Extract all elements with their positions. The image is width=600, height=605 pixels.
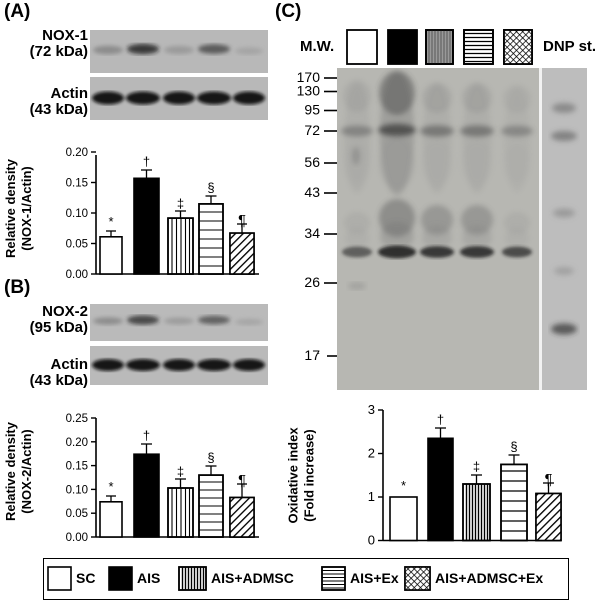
- svg-text:26: 26: [304, 274, 320, 290]
- svg-text:56: 56: [304, 154, 320, 170]
- svg-text:0.10: 0.10: [66, 208, 88, 220]
- svg-text:.: .: [317, 346, 320, 356]
- svg-text:34: 34: [304, 225, 320, 241]
- svg-text:0.15: 0.15: [66, 178, 88, 190]
- svg-text:*: *: [108, 479, 113, 494]
- svg-text:130: 130: [297, 83, 321, 99]
- svg-text:2: 2: [368, 446, 375, 461]
- svg-text:¶: ¶: [238, 473, 246, 489]
- svg-text:0.00: 0.00: [66, 532, 88, 544]
- svg-text:1: 1: [368, 489, 375, 504]
- svg-text:0.05: 0.05: [66, 239, 88, 251]
- svg-text:§: §: [207, 180, 214, 195]
- svg-text:†: †: [437, 412, 444, 427]
- svg-text:†: †: [143, 154, 150, 169]
- svg-text:0.00: 0.00: [66, 269, 88, 281]
- svg-text:§: §: [207, 450, 214, 465]
- svg-text:¶: ¶: [238, 213, 246, 229]
- svg-text:0: 0: [368, 533, 375, 548]
- svg-text:0.20: 0.20: [66, 147, 88, 159]
- svg-text:0.05: 0.05: [66, 508, 88, 520]
- svg-text:‡: ‡: [177, 196, 184, 211]
- svg-text:*: *: [401, 478, 406, 493]
- svg-text:¶: ¶: [545, 472, 553, 488]
- svg-text:72: 72: [304, 122, 320, 138]
- svg-text:§: §: [510, 439, 517, 454]
- svg-text:0.15: 0.15: [66, 461, 88, 473]
- svg-text:0.20: 0.20: [66, 437, 88, 449]
- svg-text:0.10: 0.10: [66, 484, 88, 496]
- svg-text:95: 95: [304, 102, 320, 118]
- svg-text:3: 3: [368, 402, 375, 417]
- svg-text:*: *: [108, 214, 113, 229]
- svg-text:†: †: [143, 428, 150, 443]
- svg-text:0.25: 0.25: [66, 413, 88, 425]
- svg-text:‡: ‡: [473, 459, 480, 474]
- svg-text:43: 43: [304, 184, 320, 200]
- svg-text:‡: ‡: [177, 464, 184, 479]
